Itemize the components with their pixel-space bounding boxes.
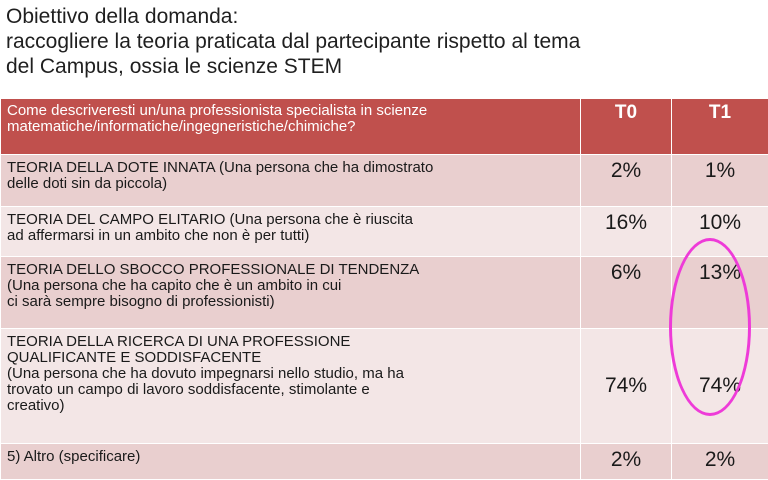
theory-title: TEORIA DELLA RICERCA DI UNA PROFESSIONE <box>7 333 350 350</box>
table-row: 5) Altro (specificare) 2% 2% <box>1 444 768 480</box>
value-t0: 74% <box>581 329 672 444</box>
theory-title: TEORIA DELLO SBOCCO PROFESSIONALE DI TEN… <box>7 261 419 278</box>
value-t0: 2% <box>581 444 672 480</box>
heading-line-3: del Campus, ossia le scienze STEM <box>6 54 762 79</box>
table-row: TEORIA DELLA RICERCA DI UNA PROFESSIONE … <box>1 329 768 444</box>
question-header: Come descriveresti un/una professionista… <box>1 99 581 155</box>
theory-description: ad affermarsi in un ambito che non è per… <box>7 227 309 244</box>
column-header-t0: T0 <box>581 99 672 155</box>
value-t1: 2% <box>672 444 768 480</box>
heading-line-1: Obiettivo della domanda: <box>6 4 762 29</box>
theory-cell: TEORIA DELLA DOTE INNATA (Una persona ch… <box>1 155 581 207</box>
value-t1: 13% <box>672 257 768 329</box>
theory-description: trovato un campo di lavoro soddisfacente… <box>7 381 370 398</box>
table-row: TEORIA DELLO SBOCCO PROFESSIONALE DI TEN… <box>1 257 768 329</box>
table-row: TEORIA DELLA DOTE INNATA (Una persona ch… <box>1 155 768 207</box>
value-t0: 16% <box>581 207 672 257</box>
value-t1: 1% <box>672 155 768 207</box>
theory-title: TEORIA DEL CAMPO ELITARIO <box>7 211 225 228</box>
column-header-t1: T1 <box>672 99 768 155</box>
question-line-1: Come descriveresti un/una professionista… <box>7 102 427 119</box>
slide-heading: Obiettivo della domanda: raccogliere la … <box>6 4 762 79</box>
theory-description: (Una persona che ha dovuto impegnarsi ne… <box>7 365 404 382</box>
theory-cell: TEORIA DEL CAMPO ELITARIO (Una persona c… <box>1 207 581 257</box>
value-t0: 2% <box>581 155 672 207</box>
theory-title: TEORIA DELLA DOTE INNATA <box>7 159 215 176</box>
theory-description: (Una persona che è riuscita <box>225 211 413 228</box>
table-row: TEORIA DEL CAMPO ELITARIO (Una persona c… <box>1 207 768 257</box>
theory-cell: TEORIA DELLA RICERCA DI UNA PROFESSIONE … <box>1 329 581 444</box>
theory-description: (Una persona che ha dimostrato <box>215 159 433 176</box>
theory-title: QUALIFICANTE E SODDISFACENTE <box>7 349 261 366</box>
theory-title: 5) Altro (specificare) <box>7 448 140 465</box>
heading-line-2: raccogliere la teoria praticata dal part… <box>6 29 762 54</box>
survey-results-table: Come descriveresti un/una professionista… <box>0 98 768 480</box>
theory-cell: 5) Altro (specificare) <box>1 444 581 480</box>
value-t1: 10% <box>672 207 768 257</box>
value-t0: 6% <box>581 257 672 329</box>
question-line-2: matematiche/informatiche/ingegneristiche… <box>7 118 356 135</box>
theory-description: (Una persona che ha capito che è un ambi… <box>7 277 341 294</box>
theory-description: creativo) <box>7 397 65 414</box>
value-t1: 74% <box>672 329 768 444</box>
theory-cell: TEORIA DELLO SBOCCO PROFESSIONALE DI TEN… <box>1 257 581 329</box>
theory-description: ci sarà sempre bisogno di professionisti… <box>7 293 275 310</box>
table-header-row: Come descriveresti un/una professionista… <box>1 99 768 155</box>
theory-description: delle doti sin da piccola) <box>7 175 167 192</box>
